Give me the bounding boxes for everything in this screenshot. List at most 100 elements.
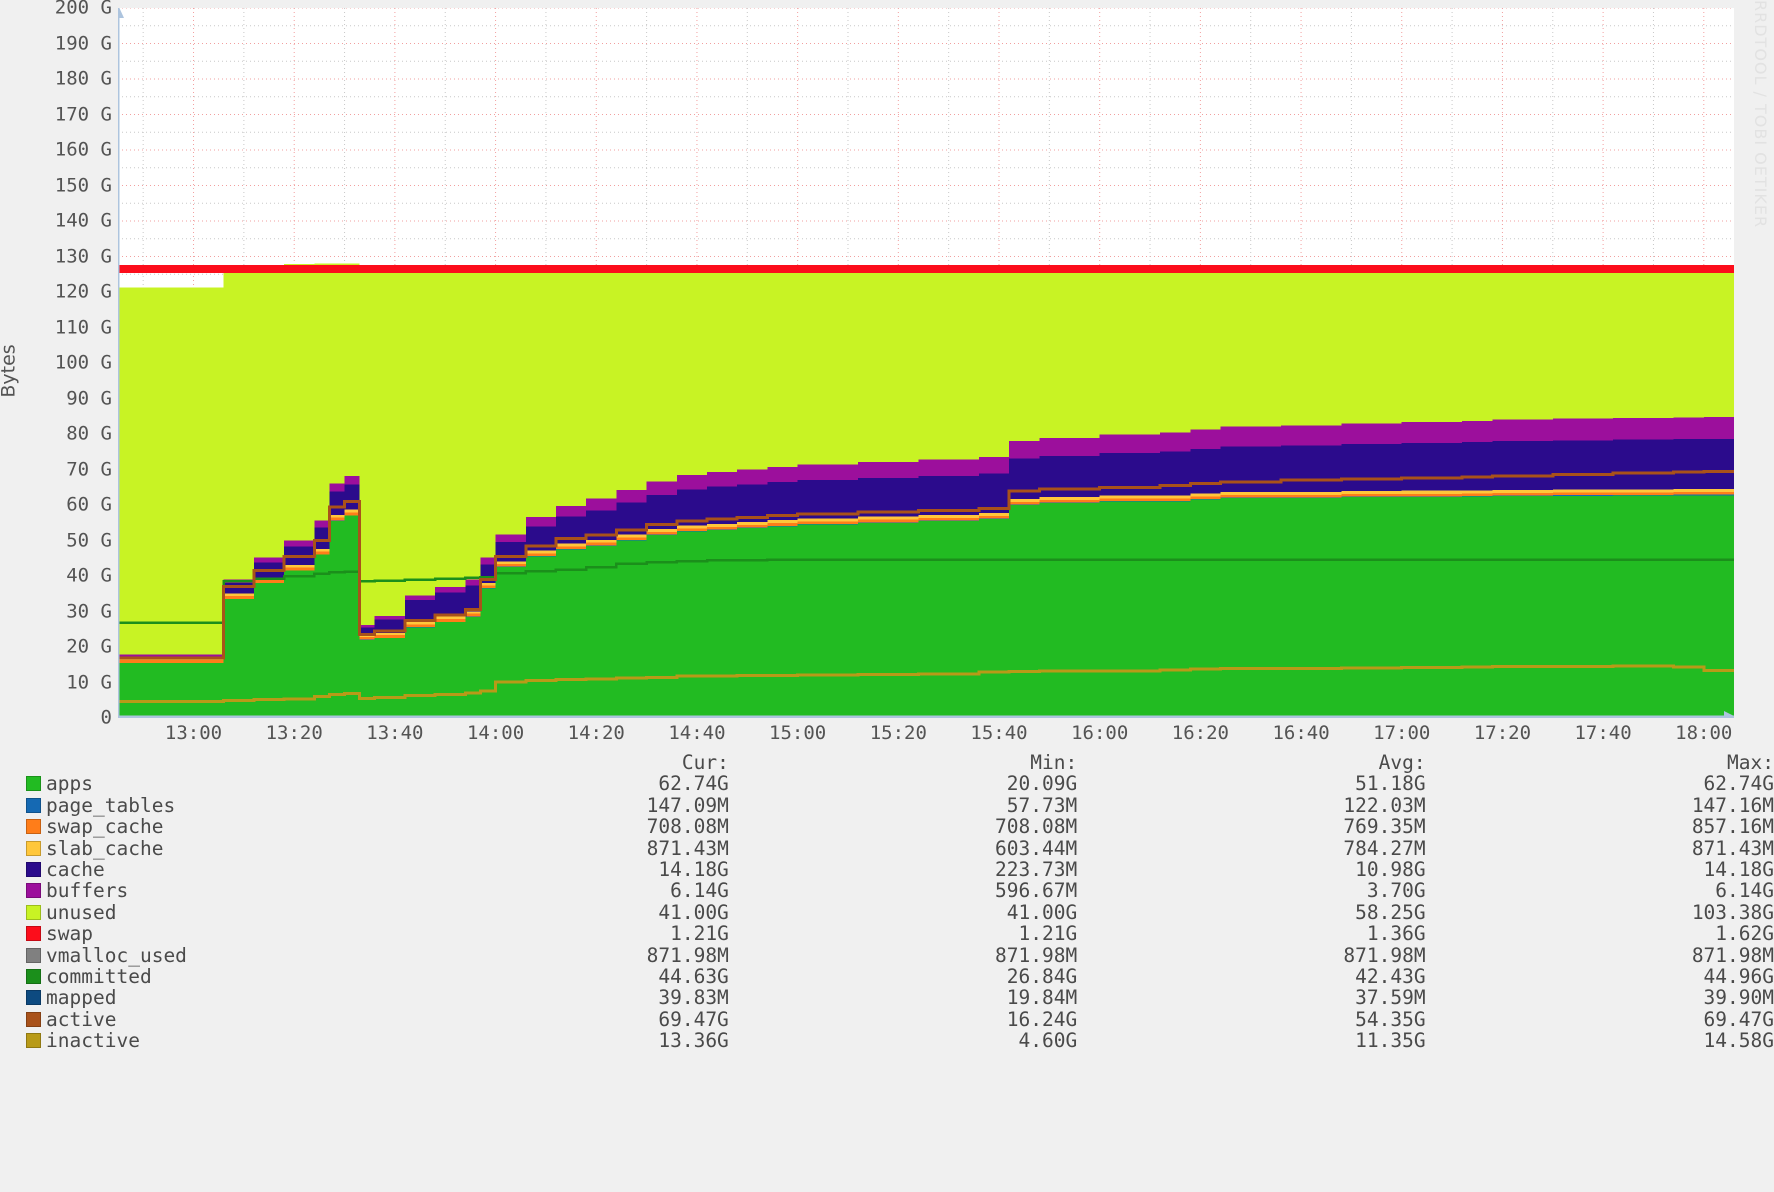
legend-header-max: Max: <box>1727 751 1774 774</box>
legend-value-avg: 1.36G <box>1366 922 1426 946</box>
legend-color-swatch <box>26 883 41 899</box>
y-tick-label: 70 G <box>66 458 112 480</box>
x-tick-label: 14:40 <box>668 722 726 744</box>
legend-row[interactable]: swap_cache 708.08M 708.08M 769.35M 857.16M <box>0 815 1774 839</box>
legend-value-min: 26.84G <box>1006 965 1078 989</box>
legend-value-cur: 871.43M <box>646 836 729 860</box>
legend-value-avg: 10.98G <box>1355 858 1426 882</box>
y-tick-label: 40 G <box>66 564 112 587</box>
legend-color-swatch <box>26 990 41 1006</box>
y-tick-label: 100 G <box>54 351 112 374</box>
y-tick-label: 140 G <box>54 209 112 232</box>
legend-color-swatch <box>26 840 41 856</box>
x-tick-label: 18:00 <box>1675 722 1733 744</box>
legend-row[interactable]: cache 14.18G 223.73M 10.98G 14.18G <box>0 859 1774 880</box>
legend-series-name: slab_cache <box>46 836 164 860</box>
x-tick-label: 15:20 <box>869 722 927 744</box>
legend-swatch-cell <box>0 923 46 944</box>
legend-value-max: 871.43M <box>1691 836 1774 860</box>
legend-swatch-cell <box>0 966 46 987</box>
line-series-committed <box>118 558 1734 624</box>
legend-swatch-cell <box>0 795 46 816</box>
legend-value-avg: 54.35G <box>1355 1007 1426 1031</box>
y-tick-label: 10 G <box>66 671 112 693</box>
legend-value-avg: 37.59M <box>1355 986 1426 1010</box>
legend-series-name: apps <box>46 772 94 796</box>
legend-value-max: 147.16M <box>1691 793 1774 817</box>
legend-value-min: 57.73M <box>1006 793 1078 817</box>
x-tick-label: 16:00 <box>1071 722 1129 744</box>
legend-row[interactable]: committed 44.63G 26.84G 42.43G 44.96G <box>0 966 1774 987</box>
legend-series-name: committed <box>46 965 152 989</box>
legend-row[interactable]: mapped 39.83M 19.84M 37.59M 39.90M <box>0 986 1774 1010</box>
legend-color-swatch <box>26 819 41 835</box>
area-series-unused <box>118 263 1734 655</box>
legend-swatch-cell <box>0 1030 46 1051</box>
legend-value-max: 1.62G <box>1715 922 1774 946</box>
legend-series-name: vmalloc_used <box>46 943 187 967</box>
legend-row[interactable]: active 69.47G 16.24G 54.35G 69.47G <box>0 1007 1774 1031</box>
y-tick-label: 30 G <box>66 600 112 622</box>
legend-value-cur: 41.00G <box>658 900 729 924</box>
legend-row[interactable]: inactive 13.36G 4.60G 11.35G 14.58G <box>0 1029 1774 1053</box>
legend-color-swatch <box>26 947 41 963</box>
legend-value-min: 1.21G <box>1018 922 1078 946</box>
legend-value-max: 14.58G <box>1703 1029 1774 1053</box>
legend-color-swatch <box>26 904 41 920</box>
legend-value-max: 6.14G <box>1715 879 1774 903</box>
legend-value-min: 223.73M <box>995 858 1078 882</box>
legend-value-max: 69.47G <box>1703 1007 1774 1031</box>
legend-color-swatch <box>26 969 41 985</box>
legend-value-cur: 62.74G <box>658 772 729 796</box>
legend-value-cur: 147.09M <box>646 793 729 817</box>
area-series-apps <box>118 495 1734 718</box>
legend-row[interactable]: swap 1.21G 1.21G 1.36G 1.62G <box>0 922 1774 946</box>
legend-header-cur: Cur: <box>681 751 729 774</box>
legend-value-min: 596.67M <box>995 879 1078 903</box>
y-tick-label: 160 G <box>54 138 112 161</box>
legend-row[interactable]: slab_cache 871.43M 603.44M 784.27M 871.43M <box>0 836 1774 860</box>
legend-color-swatch <box>26 1011 41 1027</box>
y-tick-label: 90 G <box>66 387 112 409</box>
legend-value-max: 14.18G <box>1703 858 1774 882</box>
y-tick-label: 120 G <box>54 280 112 303</box>
legend-swatch-cell <box>0 816 46 837</box>
legend-header-avg: Avg: <box>1378 751 1426 774</box>
legend-value-min: 41.00G <box>1006 900 1078 924</box>
legend-row[interactable]: page_tables 147.09M 57.73M 122.03M 147.16M <box>0 793 1774 817</box>
legend-series-name: active <box>46 1007 117 1031</box>
legend-color-swatch <box>26 926 41 942</box>
legend-swatch-cell <box>0 902 46 923</box>
chart-svg <box>118 8 1734 718</box>
legend-series-name: page_tables <box>46 793 176 817</box>
area-series-buffers <box>118 416 1734 657</box>
legend-value-avg: 42.43G <box>1355 965 1426 989</box>
x-tick-label: 17:40 <box>1574 722 1632 744</box>
legend-value-max: 857.16M <box>1691 815 1774 839</box>
legend-value-max: 871.98M <box>1691 943 1774 967</box>
y-tick-label: 60 G <box>66 493 112 516</box>
x-tick-label: 13:20 <box>265 722 323 744</box>
x-tick-label: 14:00 <box>466 722 525 744</box>
legend-swatch-cell <box>0 859 46 880</box>
y-tick-label: 110 G <box>54 316 112 338</box>
legend-row[interactable]: unused 41.00G 41.00G 58.25G 103.38G <box>0 900 1774 924</box>
legend-header-spacer <box>0 752 46 773</box>
y-tick-label: 0 <box>100 706 112 729</box>
legend-row[interactable]: buffers 6.14G 596.67M 3.70G 6.14G <box>0 879 1774 903</box>
legend-table: Cur: Min: Avg: Max: apps 62.74G 20.09G 51.18G 62… <box>0 752 1774 1052</box>
y-axis-title: Bytes <box>0 344 20 398</box>
y-tick-label: 20 G <box>66 635 112 658</box>
legend-color-swatch <box>26 862 41 878</box>
x-tick-label: 16:40 <box>1272 722 1330 744</box>
x-tick-label: 13:00 <box>164 722 223 744</box>
graph-area: 0 10 G 20 G 30 G 40 G 50 G 60 G 70 G 80 G 90 G 100… <box>0 0 1770 744</box>
legend-value-max: 44.96G <box>1703 965 1774 989</box>
y-tick-label: 130 G <box>54 245 112 267</box>
legend-row[interactable]: vmalloc_used 871.98M 871.98M 871.98M 871.98M <box>0 943 1774 967</box>
legend-value-cur: 39.83M <box>658 986 729 1010</box>
legend-row[interactable]: apps 62.74G 20.09G 51.18G 62.74G <box>0 772 1774 796</box>
legend-swatch-cell <box>0 1009 46 1030</box>
legend-color-swatch <box>26 776 41 792</box>
